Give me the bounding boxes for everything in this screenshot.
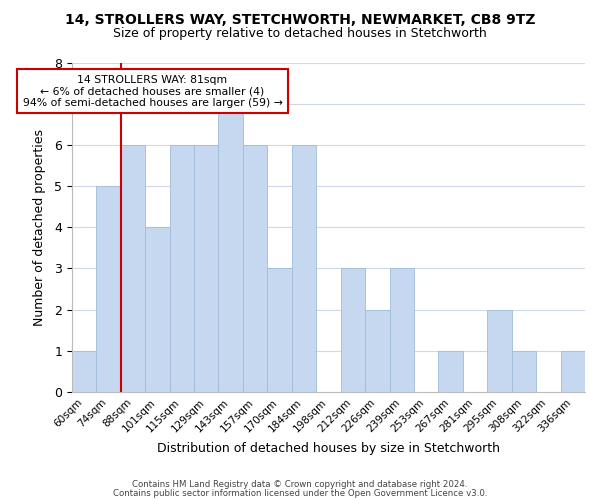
Bar — [365, 310, 389, 392]
Bar — [389, 268, 414, 392]
Bar — [121, 145, 145, 392]
Text: Contains public sector information licensed under the Open Government Licence v3: Contains public sector information licen… — [113, 488, 487, 498]
Bar — [292, 145, 316, 392]
Bar — [218, 104, 243, 392]
Bar — [97, 186, 121, 392]
Bar — [145, 227, 170, 392]
Text: 14 STROLLERS WAY: 81sqm
← 6% of detached houses are smaller (4)
94% of semi-deta: 14 STROLLERS WAY: 81sqm ← 6% of detached… — [23, 75, 283, 108]
Y-axis label: Number of detached properties: Number of detached properties — [33, 128, 46, 326]
X-axis label: Distribution of detached houses by size in Stetchworth: Distribution of detached houses by size … — [157, 442, 500, 455]
Text: 14, STROLLERS WAY, STETCHWORTH, NEWMARKET, CB8 9TZ: 14, STROLLERS WAY, STETCHWORTH, NEWMARKE… — [65, 12, 535, 26]
Bar — [170, 145, 194, 392]
Bar — [560, 351, 585, 392]
Bar — [268, 268, 292, 392]
Bar — [439, 351, 463, 392]
Text: Contains HM Land Registry data © Crown copyright and database right 2024.: Contains HM Land Registry data © Crown c… — [132, 480, 468, 489]
Bar — [341, 268, 365, 392]
Bar — [243, 145, 268, 392]
Bar — [72, 351, 97, 392]
Bar — [487, 310, 512, 392]
Bar — [512, 351, 536, 392]
Bar — [194, 145, 218, 392]
Text: Size of property relative to detached houses in Stetchworth: Size of property relative to detached ho… — [113, 28, 487, 40]
